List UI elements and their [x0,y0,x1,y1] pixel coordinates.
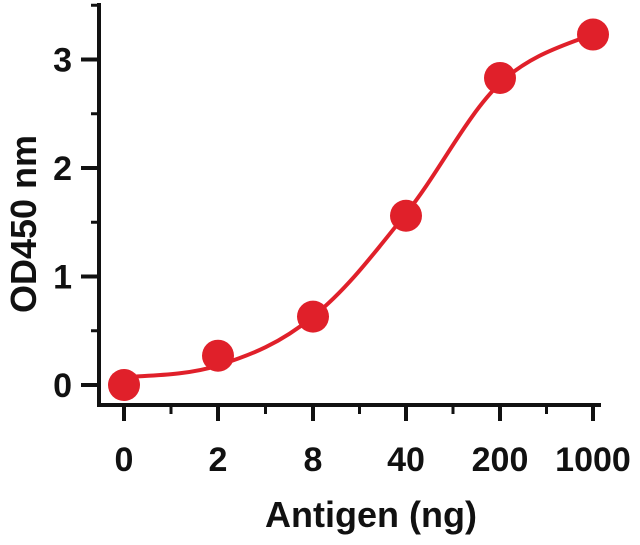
y-tick-label: 0 [53,367,72,405]
data-points [108,18,609,401]
data-point [484,61,516,94]
x-tick-label: 40 [387,441,425,479]
tick-labels: 0 1 2 3 0 2 8 40 200 1000 [53,42,631,480]
data-point [297,300,329,333]
data-point [390,199,422,232]
data-point [577,18,609,51]
data-point [202,339,234,372]
x-tick-label: 0 [115,441,134,479]
x-tick-label: 1000 [555,441,631,479]
y-tick-label: 1 [53,259,72,297]
axes [81,3,601,421]
x-tick-label: 2 [209,441,228,479]
data-point [108,369,140,401]
x-tick-label: 200 [472,441,529,479]
y-tick-label: 3 [53,42,72,80]
x-axis-title: Antigen (ng) [265,494,477,535]
fit-curve-layer [122,31,595,380]
fit-curve [122,31,595,380]
x-tick-label: 8 [304,441,323,479]
y-tick-label: 2 [53,150,72,188]
y-axis-title: OD450 nm [3,135,44,313]
